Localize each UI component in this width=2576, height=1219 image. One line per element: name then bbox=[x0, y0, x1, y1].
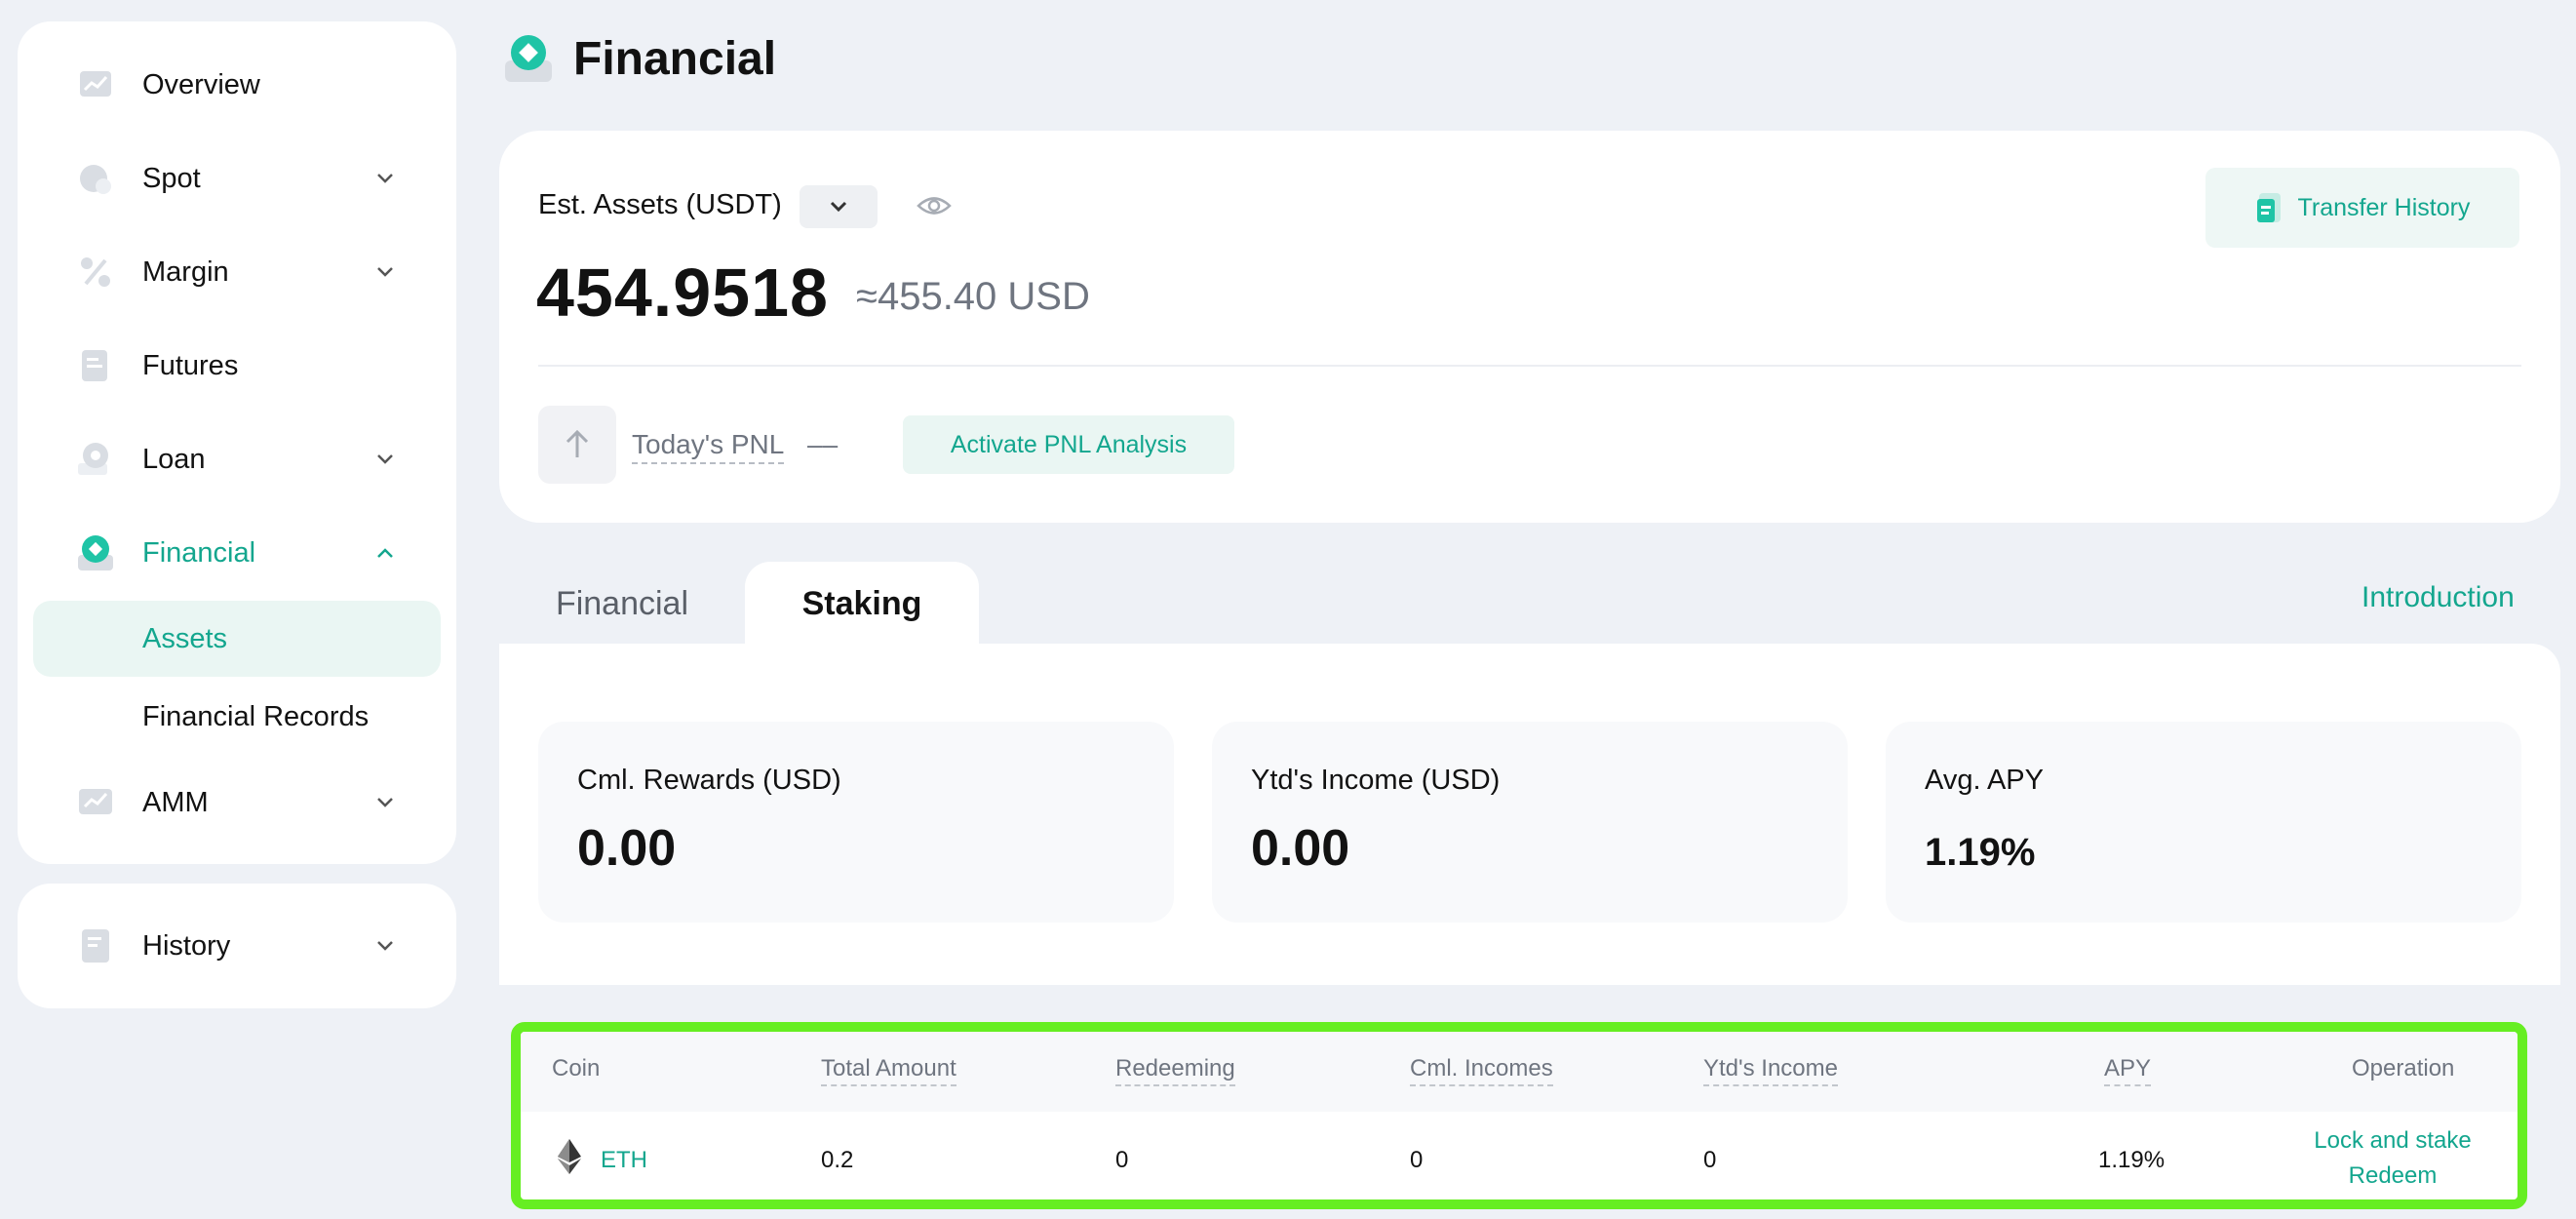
financial-icon bbox=[78, 535, 113, 570]
cell-apy: 1.19% bbox=[2098, 1147, 2166, 1173]
currency-dropdown[interactable] bbox=[800, 185, 878, 228]
chart-icon bbox=[80, 71, 111, 97]
sidebar-subitem-label: Financial Records bbox=[142, 700, 370, 732]
page-header: Financial bbox=[503, 27, 776, 90]
cell-ytd-income: 0 bbox=[1703, 1147, 1717, 1173]
balance-usd: ≈455.40 USD bbox=[856, 275, 1090, 318]
pnl-icon-box bbox=[538, 406, 616, 484]
sidebar-item-margin[interactable]: Margin bbox=[18, 228, 456, 316]
sidebar-item-label: Margin bbox=[142, 256, 229, 288]
column-header-apy[interactable]: APY bbox=[2104, 1055, 2152, 1086]
amm-icon bbox=[79, 789, 112, 814]
sidebar-subitem-label: Assets bbox=[142, 622, 228, 654]
history-icon bbox=[82, 929, 109, 963]
transfer-icon bbox=[2256, 193, 2281, 222]
staking-stats-panel: Cml. Rewards (USD) 0.00 Ytd's Income (US… bbox=[499, 644, 2560, 985]
sidebar-item-loan[interactable]: Loan bbox=[18, 415, 456, 503]
staking-table: Coin Total Amount Redeeming Cml. Incomes… bbox=[511, 1022, 2527, 1209]
todays-pnl-label[interactable]: Today's PNL bbox=[632, 429, 785, 464]
stat-label: Avg. APY bbox=[1925, 765, 2044, 796]
cell-total-amount: 0.2 bbox=[821, 1147, 854, 1173]
sidebar-nav: Overview Spot Margin Futures bbox=[18, 21, 456, 864]
arrow-up-icon bbox=[566, 429, 589, 457]
column-header-cml-incomes[interactable]: Cml. Incomes bbox=[1410, 1055, 1553, 1086]
sidebar-subitem-assets[interactable]: Assets bbox=[33, 601, 441, 677]
sidebar-item-label: Futures bbox=[142, 349, 239, 381]
eye-icon[interactable] bbox=[917, 191, 952, 220]
sidebar-item-overview[interactable]: Overview bbox=[18, 41, 456, 129]
total-balance: 454.9518 bbox=[536, 255, 829, 331]
sidebar-item-futures[interactable]: Futures bbox=[18, 322, 456, 410]
chevron-down-icon[interactable] bbox=[372, 447, 398, 472]
stat-card-cml-rewards: Cml. Rewards (USD) 0.00 bbox=[538, 722, 1174, 923]
futures-icon bbox=[82, 350, 107, 381]
column-header-redeeming[interactable]: Redeeming bbox=[1115, 1055, 1235, 1086]
est-assets-label: Est. Assets (USDT) bbox=[538, 189, 782, 220]
chevron-down-icon[interactable] bbox=[372, 166, 398, 191]
column-header-operation: Operation bbox=[2352, 1055, 2455, 1081]
introduction-link[interactable]: Introduction bbox=[2361, 581, 2515, 613]
sidebar-item-label: History bbox=[142, 929, 231, 962]
cell-redeeming: 0 bbox=[1115, 1147, 1129, 1173]
sidebar-item-history[interactable]: History bbox=[18, 902, 456, 990]
divider bbox=[538, 365, 2521, 367]
sidebar-item-label: AMM bbox=[142, 786, 209, 818]
chevron-down-icon[interactable] bbox=[372, 933, 398, 959]
tab-staking[interactable]: Staking bbox=[745, 562, 979, 646]
transfer-history-label: Transfer History bbox=[2297, 193, 2471, 221]
column-header-ytd-income[interactable]: Ytd's Income bbox=[1703, 1055, 1838, 1086]
stat-value: 0.00 bbox=[577, 820, 677, 877]
cell-cml-incomes: 0 bbox=[1410, 1147, 1424, 1173]
coin-link[interactable]: ETH bbox=[601, 1147, 647, 1173]
chevron-down-icon bbox=[830, 201, 847, 213]
transfer-history-button[interactable]: Transfer History bbox=[2205, 168, 2519, 248]
stat-value: 0.00 bbox=[1251, 820, 1350, 877]
tab-financial[interactable]: Financial bbox=[555, 584, 689, 622]
chevron-up-icon[interactable] bbox=[372, 540, 398, 566]
sidebar-item-label: Overview bbox=[142, 68, 260, 100]
sidebar-item-label: Spot bbox=[142, 162, 201, 194]
stat-card-ytd-income: Ytd's Income (USD) 0.00 bbox=[1212, 722, 1848, 923]
lock-and-stake-link[interactable]: Lock and stake bbox=[2314, 1127, 2472, 1154]
chevron-down-icon[interactable] bbox=[372, 790, 398, 815]
sidebar-history: History bbox=[18, 884, 456, 1008]
stat-value: 1.19% bbox=[1925, 831, 2036, 874]
sidebar-item-spot[interactable]: Spot bbox=[18, 135, 456, 222]
sidebar-subitem-financial-records[interactable]: Financial Records bbox=[33, 679, 441, 755]
page-title: Financial bbox=[573, 32, 777, 85]
redeem-link[interactable]: Redeem bbox=[2348, 1162, 2438, 1189]
financial-icon bbox=[505, 35, 552, 82]
table-header: Coin Total Amount Redeeming Cml. Incomes… bbox=[521, 1032, 2517, 1112]
column-header-coin: Coin bbox=[552, 1055, 601, 1081]
sidebar-item-label: Financial bbox=[142, 536, 256, 569]
sidebar-item-financial[interactable]: Financial bbox=[18, 509, 456, 597]
sidebar-item-amm[interactable]: AMM bbox=[18, 759, 456, 846]
eth-icon bbox=[558, 1139, 581, 1174]
stat-label: Cml. Rewards (USD) bbox=[577, 765, 841, 796]
stat-card-avg-apy: Avg. APY 1.19% bbox=[1886, 722, 2521, 923]
spot-icon bbox=[80, 165, 111, 194]
chevron-down-icon[interactable] bbox=[372, 259, 398, 285]
loan-icon bbox=[78, 443, 108, 475]
stat-label: Ytd's Income (USD) bbox=[1251, 765, 1501, 796]
sidebar-item-label: Loan bbox=[142, 443, 206, 475]
activate-pnl-button[interactable]: Activate PNL Analysis bbox=[903, 415, 1234, 474]
todays-pnl-value: –– bbox=[807, 429, 839, 459]
margin-icon bbox=[81, 257, 110, 287]
assets-card: Est. Assets (USDT) 454.9518 ≈455.40 USD … bbox=[499, 131, 2560, 523]
column-header-total-amount[interactable]: Total Amount bbox=[821, 1055, 956, 1086]
